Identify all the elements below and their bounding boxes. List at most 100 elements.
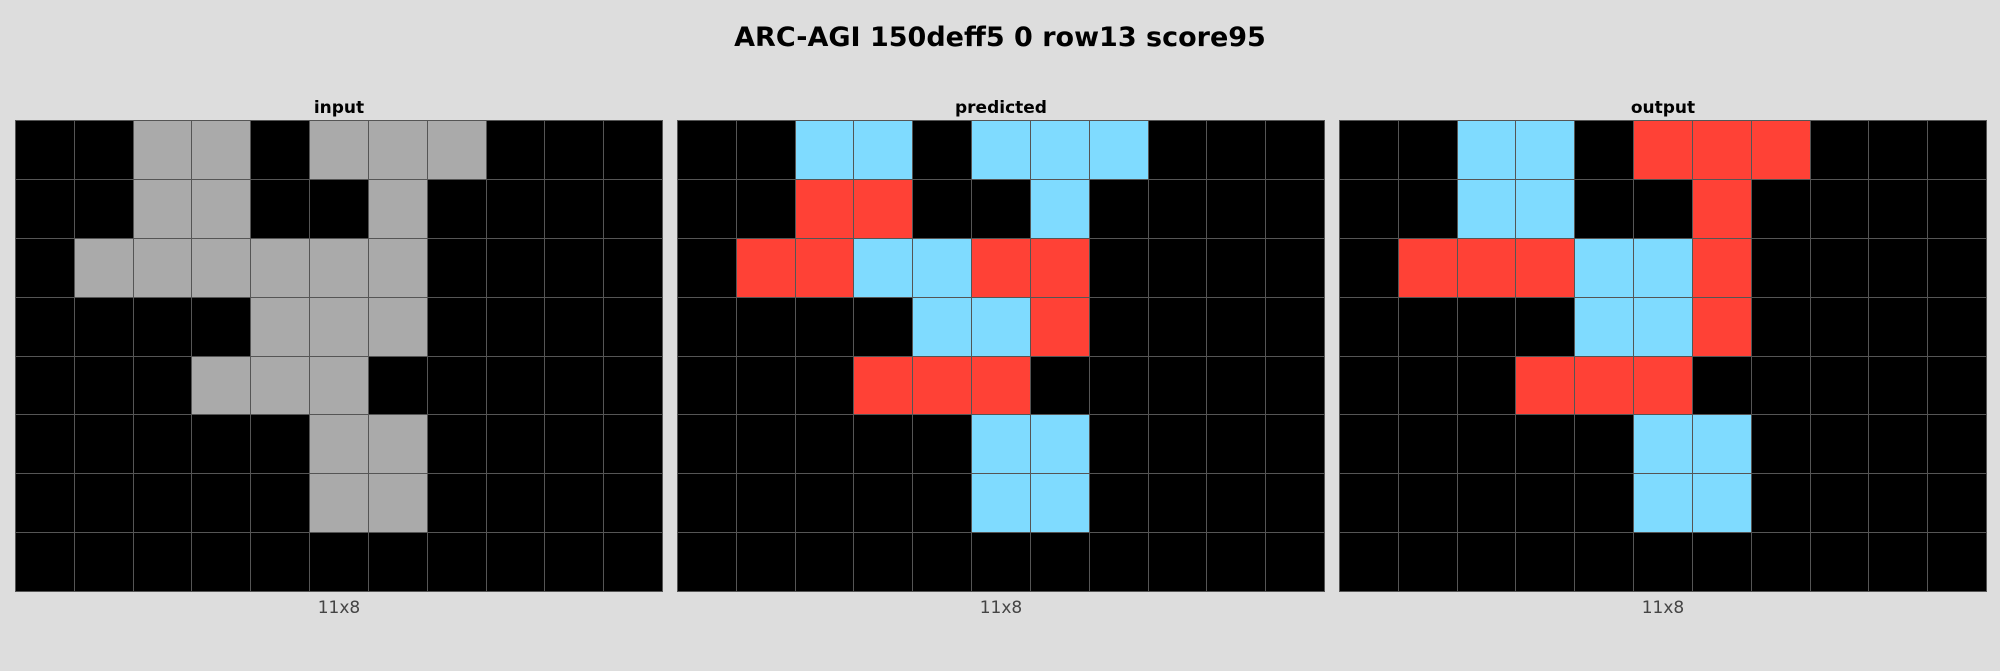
grid-cell: [795, 297, 854, 356]
grid-cell: [486, 533, 545, 591]
page-title: ARC-AGI 150deff5 0 row13 score95: [734, 22, 1266, 53]
grid-cell: [854, 121, 913, 179]
grid-cell: [192, 238, 251, 297]
grid-cell: [1148, 415, 1207, 474]
grid-cell: [427, 297, 486, 356]
grid-dimensions: 11x8: [317, 598, 361, 618]
grid-cell: [486, 179, 545, 238]
grid-cell: [1148, 179, 1207, 238]
grid-cell: [251, 238, 310, 297]
grid-cell: [368, 415, 427, 474]
grid-cell: [1340, 474, 1398, 533]
grid-cell: [16, 121, 74, 179]
grid-cell: [1516, 533, 1575, 591]
grid-cell: [1148, 474, 1207, 533]
grid-cell: [1148, 533, 1207, 591]
grid-cell: [1575, 415, 1634, 474]
grid-cell: [1030, 533, 1089, 591]
grid-cell: [1207, 356, 1266, 415]
grid-cell: [1398, 179, 1457, 238]
grid-cell: [1634, 356, 1692, 415]
grid-cell: [736, 356, 795, 415]
grid-cell: [192, 415, 251, 474]
grid-cell: [251, 474, 310, 533]
grid-cell: [854, 474, 913, 533]
grid-cell: [1266, 356, 1324, 415]
grid-cell: [1089, 238, 1148, 297]
grid-cell: [854, 238, 913, 297]
grid-cell: [678, 297, 736, 356]
grid-cell: [972, 179, 1030, 238]
grid-cell: [545, 356, 604, 415]
grid-cell: [972, 474, 1030, 533]
grid-cell: [795, 238, 854, 297]
grid-cell: [16, 474, 74, 533]
grid-cell: [1089, 415, 1148, 474]
grid-cell: [1207, 121, 1266, 179]
grid-cell: [74, 179, 133, 238]
grid-cell: [1398, 238, 1457, 297]
grid-cell: [1634, 474, 1692, 533]
grid-cell: [545, 297, 604, 356]
grid-cell: [1340, 238, 1398, 297]
grid-cell: [854, 533, 913, 591]
grid-cell: [604, 474, 662, 533]
grid-cell: [545, 474, 604, 533]
grid-cell: [913, 238, 972, 297]
grid-cell: [1634, 415, 1692, 474]
grid-cell: [1398, 533, 1457, 591]
grid-cell: [310, 415, 368, 474]
grid-cell: [192, 356, 251, 415]
grid-cell: [1340, 356, 1398, 415]
grid-cell: [1148, 121, 1207, 179]
grid-cell: [1751, 121, 1810, 179]
grid-cell: [545, 533, 604, 591]
grid-cell: [913, 121, 972, 179]
grid-cell: [192, 533, 251, 591]
grid-cell: [1030, 415, 1089, 474]
grid-cell: [1751, 179, 1810, 238]
grid-cell: [1692, 297, 1751, 356]
grid-cell: [1692, 533, 1751, 591]
grid-cell: [1575, 179, 1634, 238]
grid-cell: [133, 356, 192, 415]
grid-cell: [1266, 238, 1324, 297]
grid-cell: [427, 356, 486, 415]
grid-cell: [1457, 356, 1516, 415]
grid-cell: [1810, 356, 1869, 415]
grid-cell: [368, 121, 427, 179]
grid-cell: [1207, 179, 1266, 238]
grid-cell: [1398, 356, 1457, 415]
grid-cell: [1810, 121, 1869, 179]
grid-cell: [486, 356, 545, 415]
grid-cell: [1148, 356, 1207, 415]
grid-cell: [604, 238, 662, 297]
grid-cell: [1266, 179, 1324, 238]
grid-cell: [1634, 121, 1692, 179]
grid-cell: [1207, 474, 1266, 533]
grid-cell: [368, 533, 427, 591]
grid-cell: [427, 533, 486, 591]
grid-cell: [736, 415, 795, 474]
grid-cell: [192, 121, 251, 179]
grid-cell: [1810, 179, 1869, 238]
grid-cell: [1575, 297, 1634, 356]
grid-cell: [486, 121, 545, 179]
grid-cell: [16, 415, 74, 474]
grid-cell: [795, 415, 854, 474]
grid-cell: [1266, 533, 1324, 591]
grid-cell: [1575, 238, 1634, 297]
grid-cell: [1207, 238, 1266, 297]
grid-cell: [1634, 179, 1692, 238]
panel-title: output: [1630, 98, 1696, 118]
grid-cell: [133, 121, 192, 179]
grid-cell: [1030, 474, 1089, 533]
grid-cell: [854, 297, 913, 356]
grid-cell: [1869, 533, 1928, 591]
grid-cell: [1266, 121, 1324, 179]
grid-cell: [972, 121, 1030, 179]
grid-cell: [1810, 415, 1869, 474]
grid-cell: [854, 179, 913, 238]
grid-cell: [1575, 533, 1634, 591]
grid-cell: [1810, 297, 1869, 356]
